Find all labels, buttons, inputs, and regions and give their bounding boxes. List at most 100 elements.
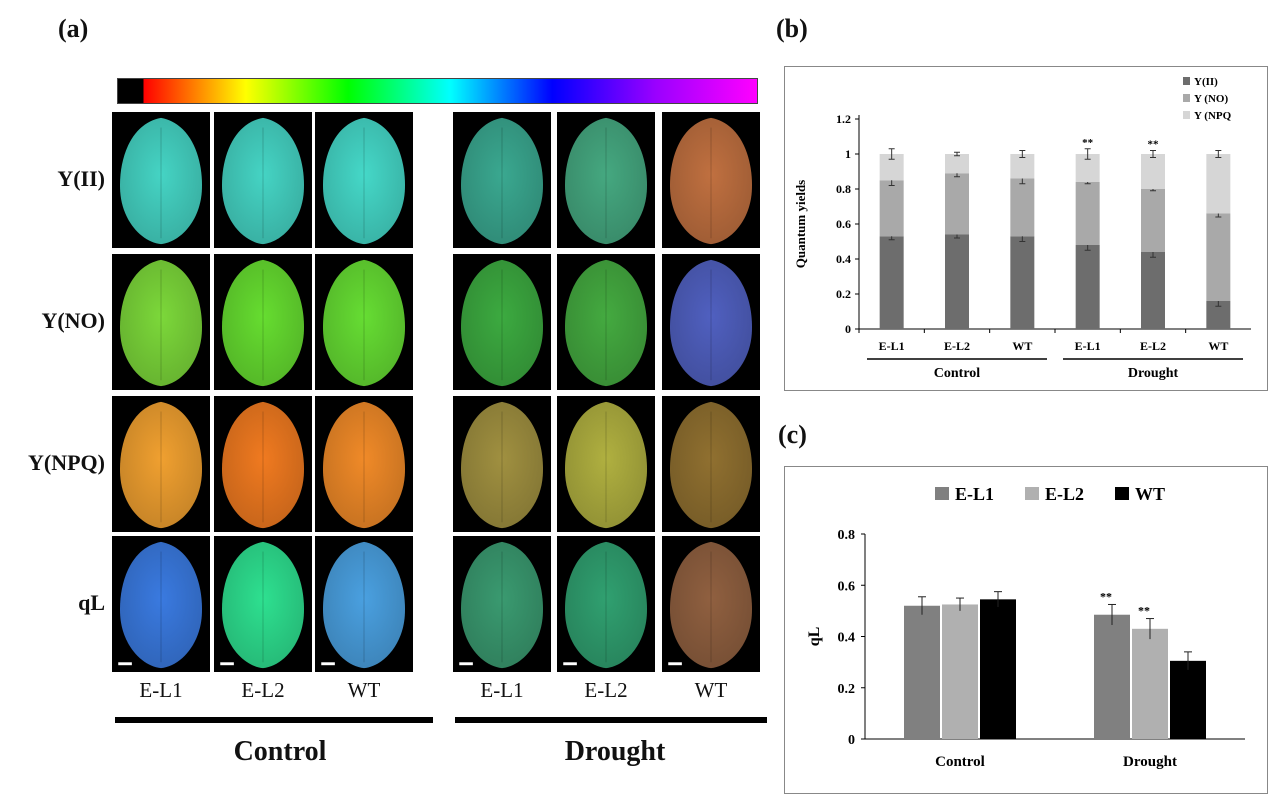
y-tick-label: 0.8 xyxy=(836,182,851,196)
y-tick-label: 0.8 xyxy=(838,528,856,543)
leaf-tile xyxy=(214,536,312,672)
y-tick-label: 0.4 xyxy=(836,252,851,266)
leaf-shape xyxy=(322,541,406,669)
bar xyxy=(1170,660,1206,739)
leaf-tile xyxy=(557,536,655,672)
panel-c-label: (c) xyxy=(778,420,807,449)
chart-c-frame: 0 0.2 0.4 0.6 0.8 qL Control ** ** Drought E-L1 E-L… xyxy=(784,466,1268,794)
legend-swatch xyxy=(1183,77,1190,85)
leaf-shape xyxy=(322,117,406,245)
leaf-shape xyxy=(460,259,544,387)
legend-label: Y (NO) xyxy=(1194,93,1228,105)
leaf-shape xyxy=(564,541,648,669)
leaf-tile xyxy=(453,396,551,532)
error-bar xyxy=(1215,150,1222,158)
error-bar xyxy=(994,591,1002,608)
leaf-shape xyxy=(564,259,648,387)
leaf-tile xyxy=(453,536,551,672)
panel-a-label: (a) xyxy=(58,14,89,43)
bar xyxy=(980,599,1016,739)
leaf-tile xyxy=(662,536,760,672)
leaf-tile xyxy=(557,254,655,390)
y-axis-label: qL xyxy=(806,627,823,647)
bar-segment xyxy=(1010,178,1035,237)
control-group-bar xyxy=(115,717,433,723)
leaf-tile xyxy=(662,112,760,248)
y-tick-label: 0 xyxy=(848,733,855,748)
scale-bar xyxy=(668,662,682,666)
chart-c: 0 0.2 0.4 0.6 0.8 qL Control ** ** Drought E-L1 E-L… xyxy=(806,484,1245,770)
error-bar xyxy=(954,151,960,157)
leaf-tile xyxy=(214,254,312,390)
leaf-shape xyxy=(564,117,648,245)
leaf-shape xyxy=(119,117,203,245)
leaf-tile xyxy=(112,536,210,672)
x-tick-label: E-L2 xyxy=(1140,339,1166,353)
leaf-shape xyxy=(119,259,203,387)
legend-label: E-L1 xyxy=(955,484,994,504)
error-bar xyxy=(956,597,964,611)
bar xyxy=(1094,614,1130,739)
error-bar xyxy=(1019,150,1026,158)
leaf-shape xyxy=(221,259,305,387)
leaf-shape xyxy=(460,117,544,245)
bar-segment xyxy=(1010,154,1035,179)
leaf-tile xyxy=(315,254,413,390)
leaf-shape xyxy=(221,541,305,669)
leaf-tile xyxy=(662,396,760,532)
leaf-tile xyxy=(112,112,210,248)
column-label: E-L1 xyxy=(480,678,524,702)
leaf-shape xyxy=(221,117,305,245)
error-bar xyxy=(1146,618,1154,640)
leaf-shape xyxy=(119,541,203,669)
leaf-tile xyxy=(315,396,413,532)
column-label: WT xyxy=(347,678,381,702)
scale-bar xyxy=(321,662,335,666)
leaf-tile xyxy=(453,254,551,390)
column-label: WT xyxy=(694,678,728,702)
leaf-shape xyxy=(669,117,753,245)
scale-bar xyxy=(459,662,473,666)
group-label-drought: Drought xyxy=(564,736,666,767)
y-tick-label: 0.6 xyxy=(836,217,851,231)
bar-segment xyxy=(1141,189,1165,252)
drought-group-bar xyxy=(455,717,767,723)
bar-segment xyxy=(1141,154,1165,189)
error-bar xyxy=(1184,651,1192,670)
significance-mark: ** xyxy=(1148,139,1160,151)
leaf-tile xyxy=(315,536,413,672)
y-tick-label: 1 xyxy=(845,147,851,161)
leaf-tile xyxy=(557,396,655,532)
row-label: Y(NPQ) xyxy=(28,450,105,475)
leaf-shape xyxy=(119,401,203,529)
column-label: E-L1 xyxy=(139,678,183,702)
bar-segment xyxy=(1010,236,1035,329)
bar-segment xyxy=(1206,154,1231,214)
y-tick-label: 0.6 xyxy=(838,579,856,594)
x-tick-label: E-L1 xyxy=(1075,339,1101,353)
bar-segment xyxy=(1141,252,1165,329)
bar-segment xyxy=(1075,245,1100,329)
leaf-shape xyxy=(564,401,648,529)
group-label: Control xyxy=(934,366,981,381)
leaf-shape xyxy=(460,541,544,669)
leaf-tile xyxy=(214,396,312,532)
bar-segment xyxy=(945,154,969,174)
y-tick-label: 1.2 xyxy=(836,112,851,126)
legend-swatch xyxy=(935,487,949,500)
x-tick-label: E-L1 xyxy=(879,339,905,353)
leaf-shape xyxy=(669,401,753,529)
legend-swatch xyxy=(1025,487,1039,500)
y-tick-label: 0.2 xyxy=(836,287,851,301)
legend-swatch xyxy=(1183,94,1190,102)
panel-b-label: (b) xyxy=(776,14,808,43)
legend-label: Y(II) xyxy=(1194,76,1218,88)
group-label: Drought xyxy=(1128,366,1179,381)
leaf-shape xyxy=(221,401,305,529)
error-bar xyxy=(1150,150,1156,158)
error-bar xyxy=(888,148,895,160)
legend-label: WT xyxy=(1135,484,1165,504)
significance-mark: ** xyxy=(1138,604,1150,618)
bar xyxy=(904,605,940,739)
leaf-shape xyxy=(669,259,753,387)
